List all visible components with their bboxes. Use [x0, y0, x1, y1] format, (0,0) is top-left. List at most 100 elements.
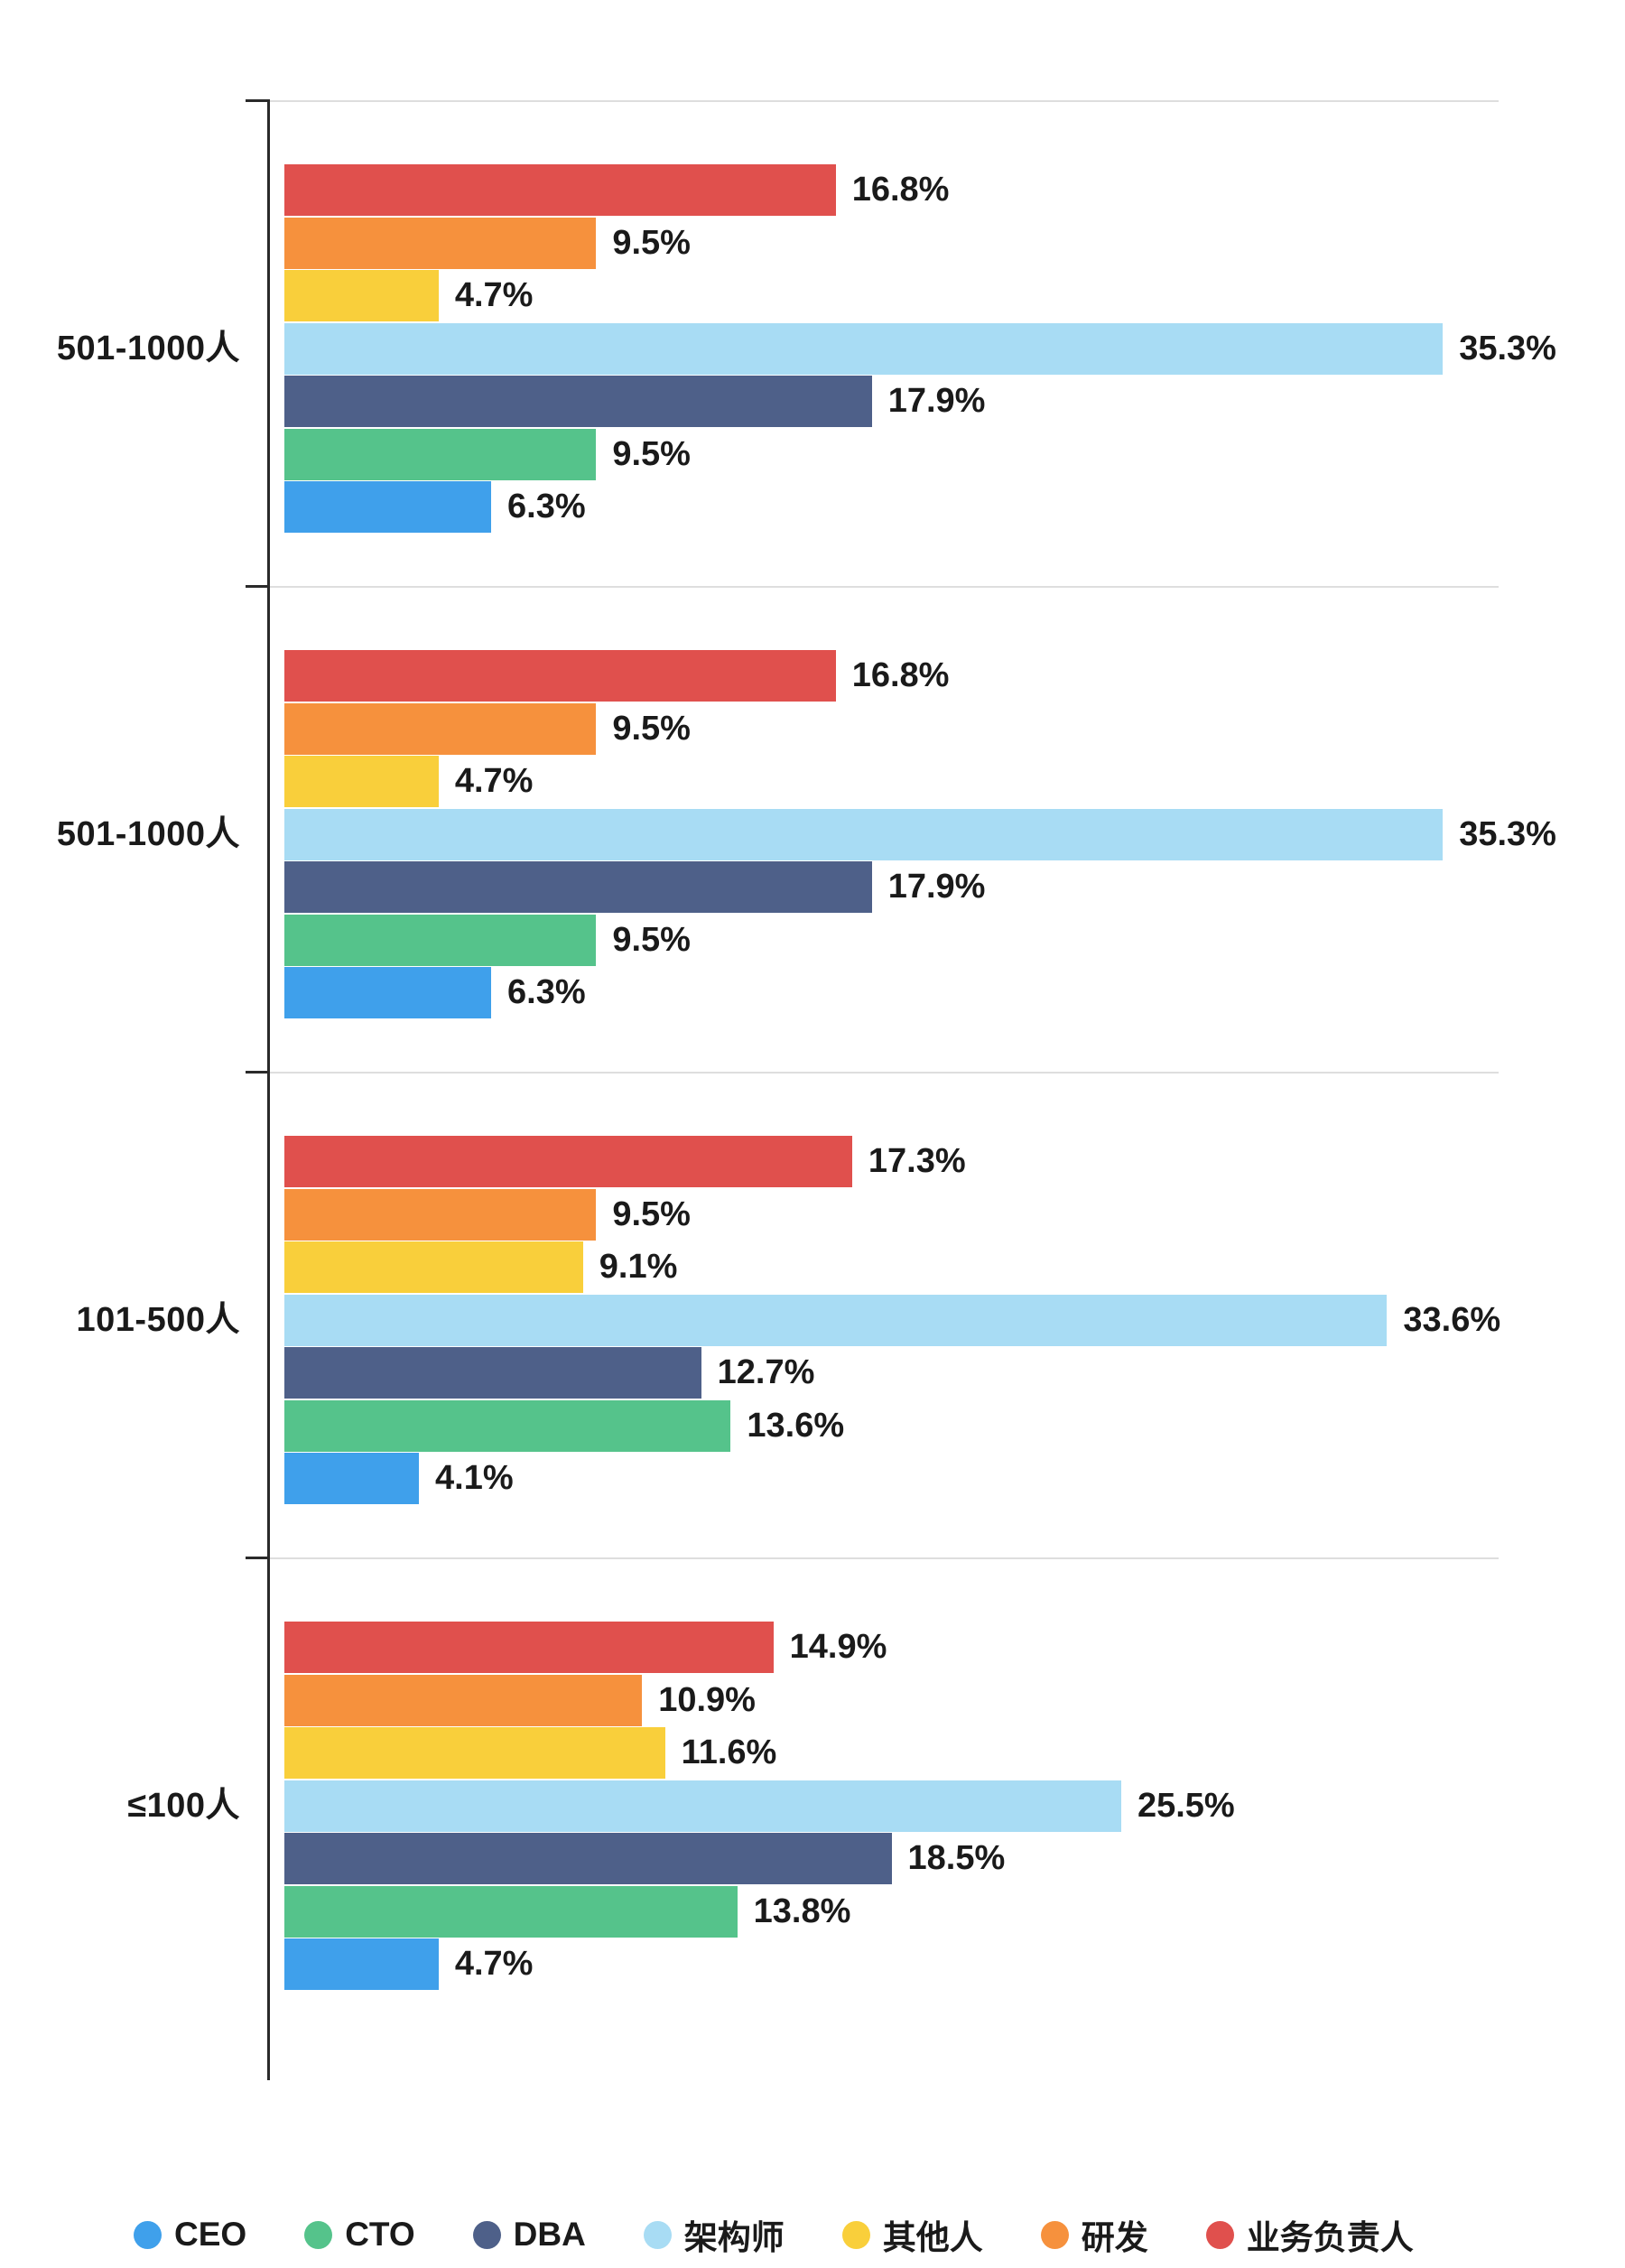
bar-row-architect: 35.3% [284, 322, 1556, 375]
bar-value-label: 13.8% [753, 1892, 851, 1930]
bar-value-label: 13.6% [747, 1406, 845, 1445]
bar-value-label: 9.5% [612, 709, 691, 748]
bar-row-rd: 9.5% [284, 1188, 1499, 1241]
bar-row-others: 4.7% [284, 756, 1499, 807]
bar-architect [284, 808, 1444, 860]
bar-architect [284, 322, 1444, 375]
group-bars: 17.3% 9.5% 9.1% 33.6% 12.7% 13.6% 4.1% [255, 1073, 1625, 1558]
bar-value-label: 35.3% [1459, 814, 1556, 853]
y-axis-line [267, 101, 270, 2080]
bar-cto [284, 1399, 731, 1452]
bar-value-label: 9.5% [612, 434, 691, 473]
bar-value-label: 18.5% [907, 1839, 1006, 1877]
bar-ceo [284, 967, 491, 1018]
bar-row-cto: 13.8% [284, 1885, 1499, 1938]
legend-dot-dba [472, 2220, 501, 2249]
bar-value-label: 16.8% [851, 656, 950, 694]
bar-value-label: 14.9% [789, 1628, 887, 1666]
group-label: 501-1000人 [56, 329, 240, 367]
group-label: 101-500人 [76, 1300, 240, 1339]
bar-row-others: 9.1% [284, 1241, 1499, 1293]
legend-dot-others [841, 2220, 870, 2249]
bar-cto [284, 428, 597, 480]
bar-dba [284, 1833, 892, 1884]
legend-item-dba: DBA [472, 2216, 586, 2254]
bar-row-cto: 13.6% [284, 1399, 1499, 1452]
bar-row-architect: 25.5% [284, 1780, 1499, 1832]
bar-row-dba: 18.5% [284, 1833, 1499, 1884]
legend-label: 研发 [1081, 2219, 1148, 2256]
plot-area: 501-1000人 16.8% 9.5% 4.7% 35.3% 17.9% 9.5% 6.3%… [0, 99, 1625, 2044]
bar-business-owner [284, 164, 836, 216]
group-label: ≤100人 [127, 1786, 240, 1825]
legend: CEO CTO DBA 架构师 其他人 研发 业务负责人 [134, 2210, 1414, 2259]
legend-item-others: 其他人 [841, 2210, 983, 2259]
bar-cto [284, 914, 597, 966]
bar-others [284, 1241, 583, 1293]
bar-value-label: 35.3% [1459, 329, 1556, 367]
bar-value-label: 9.5% [612, 223, 691, 262]
bar-group: ≤100人 14.9% 10.9% 11.6% 25.5% 18.5% 13.8% 4.7% [0, 1557, 1625, 2044]
bar-row-business-owner: 17.3% [284, 1136, 1499, 1187]
bar-dba [284, 376, 872, 427]
bar-value-label: 6.3% [507, 488, 586, 525]
bar-value-label: 17.9% [887, 868, 986, 906]
bar-row-architect: 35.3% [284, 808, 1556, 860]
bar-value-label: 25.5% [1137, 1786, 1235, 1825]
bar-value-label: 9.1% [599, 1248, 678, 1286]
legend-label: DBA [513, 2216, 586, 2253]
bar-row-ceo: 6.3% [284, 481, 1499, 533]
bar-value-label: 9.5% [612, 1194, 691, 1233]
bar-row-rd: 10.9% [284, 1674, 1499, 1726]
bar-row-business-owner: 16.8% [284, 164, 1499, 216]
bar-others [284, 756, 439, 807]
bar-value-label: 12.7% [717, 1353, 815, 1391]
bar-value-label: 9.5% [612, 920, 691, 959]
bar-business-owner [284, 650, 836, 702]
bar-others [284, 1727, 665, 1779]
bar-row-ceo: 6.3% [284, 967, 1499, 1018]
bar-row-ceo: 4.7% [284, 1938, 1499, 1990]
bar-row-cto: 9.5% [284, 914, 1499, 966]
legend-item-ceo: CEO [134, 2216, 246, 2254]
bar-value-label: 4.7% [454, 1945, 534, 1983]
bar-value-label: 17.9% [887, 382, 986, 420]
bar-value-label: 4.7% [454, 762, 534, 800]
bar-chart: 501-1000人 16.8% 9.5% 4.7% 35.3% 17.9% 9.5% 6.3%… [0, 99, 1625, 2080]
bar-group: 101-500人 17.3% 9.5% 9.1% 33.6% 12.7% 13.6% 4.1% [0, 1071, 1625, 1558]
legend-item-rd: 研发 [1040, 2210, 1148, 2259]
group-bars: 16.8% 9.5% 4.7% 35.3% 17.9% 9.5% 6.3% [255, 101, 1625, 587]
bar-architect [284, 1780, 1121, 1832]
bar-row-ceo: 4.1% [284, 1453, 1499, 1504]
bar-group: 501-1000人 16.8% 9.5% 4.7% 35.3% 17.9% 9.5% 6.3% [0, 99, 1625, 587]
bar-dba [284, 1347, 701, 1399]
group-bars: 16.8% 9.5% 4.7% 35.3% 17.9% 9.5% 6.3% [255, 587, 1625, 1073]
legend-item-architect: 架构师 [643, 2210, 785, 2259]
bar-value-label: 4.1% [435, 1459, 514, 1497]
bar-row-dba: 17.9% [284, 861, 1499, 913]
bar-ceo [284, 1938, 439, 1990]
legend-dot-rd [1040, 2220, 1069, 2249]
bar-row-dba: 17.9% [284, 376, 1499, 427]
bar-row-architect: 33.6% [284, 1294, 1500, 1346]
legend-item-cto: CTO [304, 2216, 415, 2254]
legend-label: 业务负责人 [1246, 2219, 1414, 2256]
bar-row-dba: 12.7% [284, 1347, 1499, 1399]
bar-value-label: 11.6% [681, 1734, 777, 1771]
legend-label: 架构师 [683, 2219, 785, 2256]
bar-value-label: 4.7% [454, 276, 534, 314]
bar-business-owner [284, 1136, 852, 1187]
bar-value-label: 6.3% [507, 973, 586, 1011]
bar-value-label: 17.3% [868, 1142, 966, 1180]
bar-rd [284, 702, 597, 755]
legend-label: CTO [345, 2216, 415, 2253]
bar-rd [284, 1674, 643, 1726]
group-bars: 14.9% 10.9% 11.6% 25.5% 18.5% 13.8% 4.7% [255, 1558, 1625, 2044]
legend-dot-cto [304, 2220, 333, 2249]
bar-cto [284, 1885, 738, 1938]
bar-group: 501-1000人 16.8% 9.5% 4.7% 35.3% 17.9% 9.5% 6.3% [0, 585, 1625, 1073]
bar-value-label: 16.8% [851, 171, 950, 209]
bar-business-owner [284, 1622, 774, 1673]
bar-others [284, 270, 439, 321]
legend-item-business-owner: 业务负责人 [1205, 2210, 1414, 2259]
